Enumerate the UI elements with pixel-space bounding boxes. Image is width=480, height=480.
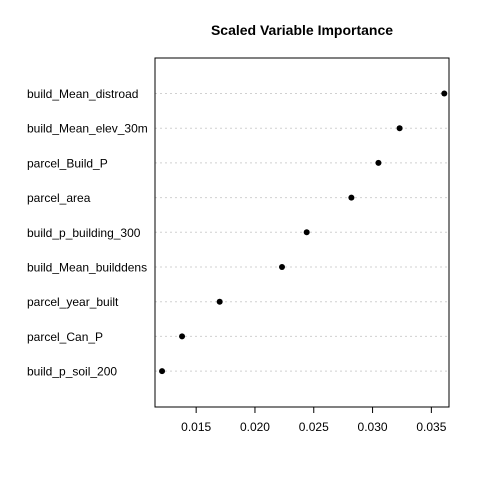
category-label: parcel_Build_P xyxy=(27,156,108,170)
data-point xyxy=(348,194,355,201)
data-point xyxy=(303,229,310,236)
data-point xyxy=(375,159,382,166)
plot-frame xyxy=(154,57,450,408)
data-point xyxy=(179,333,186,340)
data-point xyxy=(279,264,286,270)
x-tick-label: 0.015 xyxy=(181,420,211,434)
data-point xyxy=(216,298,223,305)
category-label: parcel_year_built xyxy=(27,295,119,309)
x-tick-label: 0.025 xyxy=(299,420,329,434)
category-label: parcel_area xyxy=(27,191,91,205)
gridlines xyxy=(155,93,449,372)
category-label: build_Mean_builddens xyxy=(27,261,147,275)
x-axis: 0.015 0.020 0.025 0.030 0.035 xyxy=(181,407,447,434)
x-tick-label: 0.035 xyxy=(416,420,446,434)
category-label: parcel_Can_P xyxy=(27,330,103,344)
category-label: build_Mean_elev_30m xyxy=(27,122,148,136)
data-point xyxy=(441,90,448,97)
data-points xyxy=(159,90,448,375)
category-label: build_Mean_distroad xyxy=(27,87,138,101)
data-point xyxy=(159,368,166,375)
x-tick-label: 0.030 xyxy=(358,420,388,434)
chart-title: Scaled Variable Importance xyxy=(211,22,393,38)
category-labels: build_Mean_distroad build_Mean_elev_30mpa… xyxy=(27,87,148,379)
data-point xyxy=(396,125,403,132)
category-label: build_p_building_300 xyxy=(27,226,141,240)
x-tick-label: 0.020 xyxy=(240,420,270,434)
category-label: build_p_soil_200 xyxy=(27,365,117,379)
